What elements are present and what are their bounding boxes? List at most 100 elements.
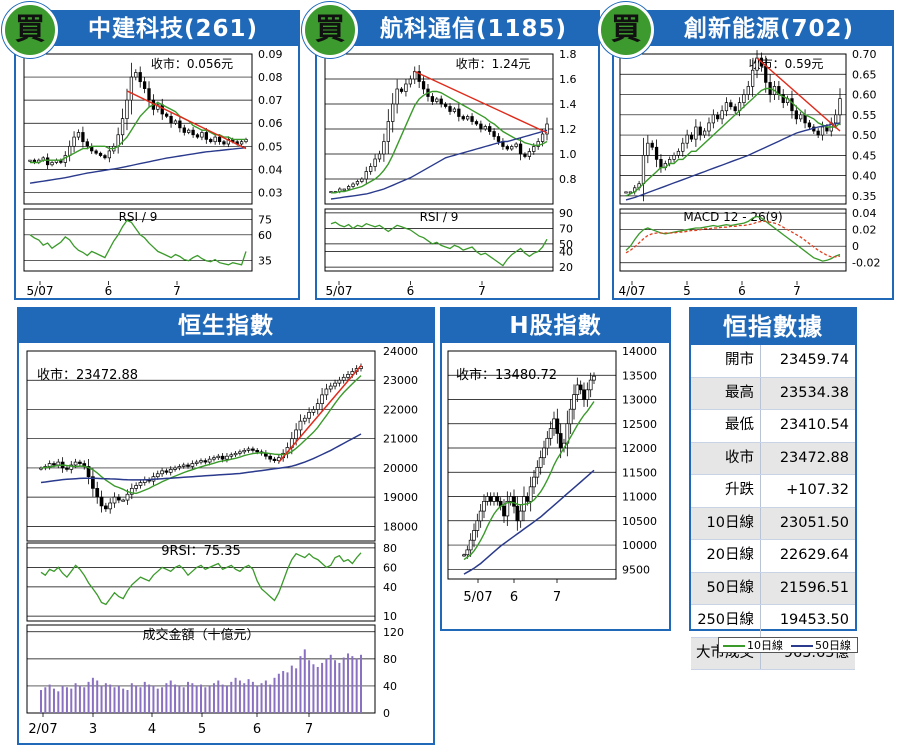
close-annotation: 收市：23472.88	[37, 367, 138, 383]
y-tick-label: 50	[559, 238, 573, 251]
candle-body	[492, 131, 496, 137]
candle-body	[470, 116, 474, 122]
candle-body	[147, 88, 151, 101]
candle-body	[73, 461, 78, 466]
y-tick-label: 1.6	[559, 73, 577, 86]
candle-body	[474, 121, 479, 125]
candle-body	[483, 126, 487, 130]
table-row: 最低 23410.54	[691, 410, 855, 443]
candle-body	[28, 159, 32, 162]
candle-body	[233, 452, 238, 456]
row-label: 20日線	[691, 540, 761, 572]
candle-body	[307, 412, 311, 419]
table-title: 恒指數據	[691, 309, 855, 345]
candle-body	[255, 450, 260, 453]
buy-badge-icon: 買	[302, 2, 358, 58]
y-tick-label: 0.35	[852, 190, 877, 203]
candle-body	[181, 464, 186, 467]
candle-body	[194, 461, 199, 464]
x-tick-label: 6	[738, 284, 746, 298]
candle-body	[220, 455, 225, 460]
candle-body	[462, 554, 466, 557]
candle-body	[160, 104, 164, 115]
y-tick-label: 60	[258, 229, 272, 242]
candle-body	[68, 145, 72, 156]
candle-body	[698, 126, 702, 136]
candle-body	[472, 530, 476, 541]
candle-body	[45, 157, 50, 166]
candle-body	[716, 114, 720, 120]
candle-body	[496, 136, 501, 142]
chart-panel-hangke: 航科通信(1185) 1.8 1.6 1.4 1.2 1.0 0.8 收市：1.24元 90 7…	[315, 10, 600, 300]
y-tick-label: 13000	[622, 394, 657, 407]
row-value: 21596.51	[779, 579, 849, 596]
row-label: 250日線	[691, 605, 761, 637]
candle-body	[807, 122, 812, 128]
candle-body	[457, 108, 461, 117]
row-value: 23534.38	[779, 384, 849, 401]
candle-body	[545, 437, 550, 449]
x-tick-label: 7	[173, 284, 181, 298]
candle-body	[518, 510, 523, 522]
candle-body	[702, 130, 707, 136]
row-label: 開市	[691, 345, 761, 377]
x-tick-label: 5/07	[27, 284, 54, 298]
candle-body	[165, 113, 169, 117]
osc-area-frame	[26, 542, 376, 622]
candle-body	[676, 150, 681, 156]
candle-body	[452, 108, 457, 112]
y-tick-label: 12500	[622, 418, 657, 431]
candle-body	[585, 389, 590, 400]
ma10-line	[625, 87, 841, 197]
ma50-line	[625, 122, 841, 201]
x-tick-label: 3	[89, 722, 97, 737]
candle-body	[505, 146, 509, 150]
y-tick-label: 1.2	[559, 123, 577, 136]
candle-body	[341, 376, 346, 381]
candle-body	[528, 486, 533, 502]
candle-body	[173, 467, 177, 470]
candle-body	[120, 118, 125, 136]
y-tick-label: 10000	[622, 539, 657, 552]
candle-body	[742, 94, 746, 103]
table-row: 升跌 +107.32	[691, 475, 855, 508]
candle-body	[203, 460, 208, 463]
trendline	[756, 57, 841, 132]
close-annotation: 收市：0.056元	[151, 56, 233, 71]
osc-area-frame	[23, 208, 253, 272]
y-tick-label: 120	[383, 626, 404, 639]
candle-body	[538, 457, 543, 468]
table-row: 20日線 22629.64	[691, 540, 855, 573]
candle-body	[129, 488, 134, 495]
candle-body	[535, 467, 540, 478]
candle-body	[689, 134, 694, 140]
candle-body	[527, 151, 532, 157]
table-body: 開市 23459.74 最高 23534.38 最低 23410.54 收市 23472.88…	[691, 345, 855, 670]
candle-body	[213, 136, 217, 143]
candle-body	[52, 463, 56, 466]
y-tick-label: 0	[852, 240, 859, 253]
candle-body	[302, 417, 307, 422]
candle-body	[103, 155, 107, 159]
y-tick-label: -0.02	[852, 257, 880, 270]
row-label: 最低	[691, 410, 761, 442]
y-tick-label: 14000	[622, 345, 657, 358]
candle-body	[751, 69, 755, 87]
close-annotation: 收市：13480.72	[456, 367, 557, 383]
table-row: 50日線 21596.51	[691, 572, 855, 605]
candle-body	[518, 143, 523, 155]
candle-body	[177, 466, 182, 469]
candle-body	[182, 127, 186, 133]
candle-body	[116, 496, 121, 501]
candle-body	[488, 126, 492, 132]
y-tick-label: 0.08	[258, 71, 283, 84]
candle-body	[98, 152, 103, 156]
x-tick-label: 4/07	[619, 284, 646, 298]
candle-body	[104, 505, 108, 510]
osc-label: 9RSI：75.35	[161, 544, 241, 559]
candle-body	[628, 191, 633, 194]
candle-body	[195, 134, 200, 138]
candle-body	[572, 394, 576, 410]
y-tick-label: 0.60	[852, 89, 877, 102]
